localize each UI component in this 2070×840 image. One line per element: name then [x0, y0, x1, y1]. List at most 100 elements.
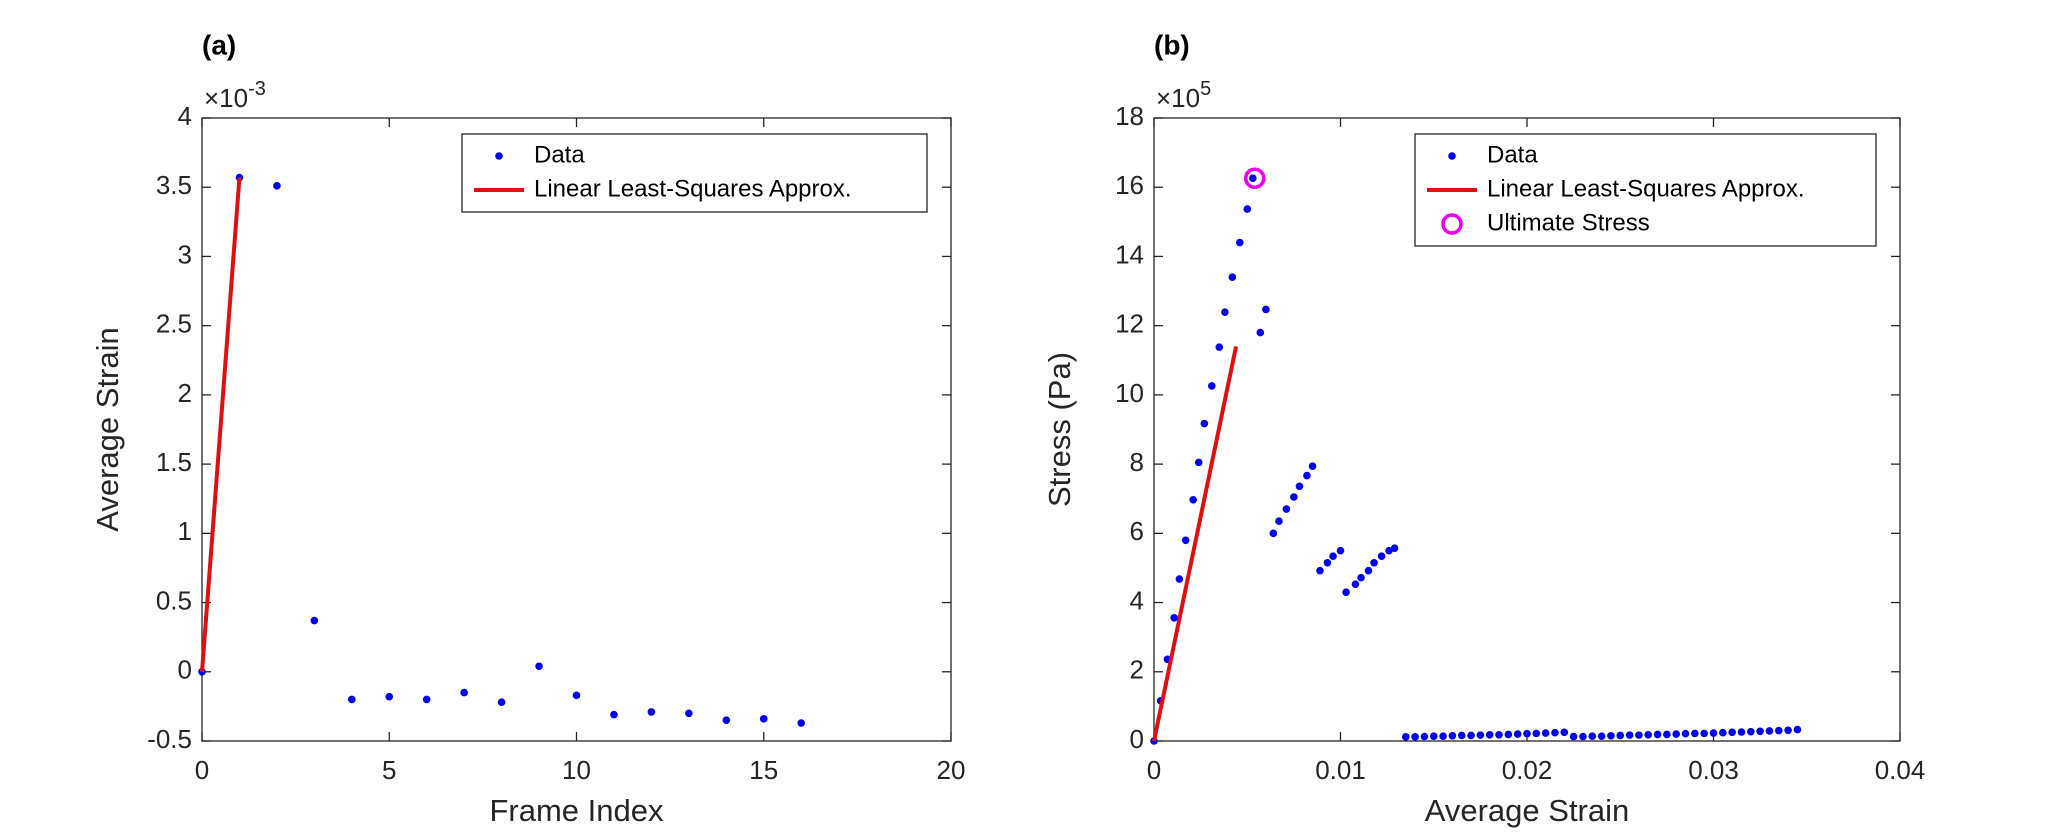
y-tick-label: 12 [1115, 309, 1144, 339]
data-point [1269, 529, 1278, 538]
data-point [1700, 729, 1708, 738]
data-point [1439, 732, 1447, 740]
data-point [497, 698, 506, 707]
y-tick-label: 0 [1130, 724, 1144, 754]
data-point [1429, 732, 1438, 740]
chart-title: (a) [202, 29, 236, 60]
data-point [1476, 731, 1485, 739]
y-tick-label: 3.5 [156, 170, 192, 200]
multiplier-exponent: 5 [1200, 78, 1211, 100]
y-tick-label: 2 [1130, 655, 1144, 685]
data-point [1370, 558, 1378, 567]
data-point [685, 709, 693, 718]
data-point [1316, 566, 1324, 575]
y-multiplier: ×105 [1156, 78, 1211, 113]
data-point [1249, 174, 1257, 183]
x-tick-label: 0 [1147, 755, 1161, 785]
data-point [1194, 458, 1203, 467]
data-point [1691, 729, 1699, 738]
data-point [797, 719, 805, 727]
y-axis-label: Stress (Pa) [1042, 352, 1077, 507]
data-point [310, 616, 319, 625]
data-point [1364, 566, 1373, 575]
multiplier-base: ×10 [1156, 83, 1200, 113]
data-point [1377, 552, 1386, 560]
data-point [722, 716, 731, 725]
data-point [1235, 238, 1244, 247]
x-tick-label: 20 [937, 755, 966, 785]
data-point [1390, 544, 1399, 553]
data-point [1467, 731, 1475, 740]
data-point [1513, 730, 1522, 738]
y-tick-label: 8 [1130, 447, 1144, 477]
legend-box [461, 133, 928, 213]
y-tick-label: 6 [1130, 516, 1144, 546]
data-point [572, 691, 581, 700]
data-point [1215, 343, 1224, 351]
data-point [1189, 495, 1197, 504]
legend-label: Linear Least-Squares Approx. [534, 175, 852, 202]
data-point [1262, 305, 1270, 314]
data-point [1625, 731, 1634, 739]
data-point [1597, 732, 1606, 740]
data-point [1351, 580, 1360, 589]
x-tick-label: 0.01 [1315, 755, 1366, 785]
data-point [460, 688, 468, 697]
data-point [1303, 471, 1311, 480]
data-point [1793, 725, 1802, 734]
y-tick-label: 4 [1130, 585, 1144, 615]
data-point [1607, 732, 1615, 740]
data-point [1774, 726, 1783, 735]
data-point [1635, 731, 1643, 739]
data-point [1329, 552, 1337, 560]
data-point [1560, 728, 1569, 737]
data-point [1401, 733, 1410, 741]
data-point [1228, 273, 1237, 282]
legend-label: Data [1487, 141, 1538, 168]
y-tick-label: 3 [178, 239, 192, 269]
multiplier-base: ×10 [204, 83, 248, 113]
data-point [1523, 729, 1531, 738]
y-tick-label: 1 [178, 516, 192, 546]
legend-marker [1441, 213, 1463, 235]
data-point [535, 662, 543, 671]
x-tick-label: 0.04 [1875, 755, 1926, 785]
y-tick-label: -0.5 [147, 724, 192, 754]
data-point [1420, 732, 1429, 741]
data-point [1170, 613, 1178, 622]
data-point [1485, 730, 1494, 739]
data-point [1588, 732, 1597, 740]
y-tick-label: 1.5 [156, 447, 192, 477]
y-tick-label: 18 [1115, 101, 1144, 131]
x-axis-label: Frame Index [489, 793, 664, 828]
chart-title: (b) [1154, 29, 1190, 60]
data-point [1357, 573, 1365, 582]
y-tick-label: 0.5 [156, 585, 192, 615]
data-point [1579, 732, 1587, 741]
data-point [1243, 205, 1252, 213]
legend-marker [495, 152, 503, 160]
x-tick-label: 5 [382, 755, 396, 785]
data-point [1295, 482, 1304, 491]
data-point [1569, 732, 1578, 741]
fit-line [200, 177, 242, 672]
data-point [1737, 728, 1746, 736]
data-point [1532, 729, 1541, 738]
data-point [1457, 731, 1466, 740]
x-tick-label: 15 [749, 755, 778, 785]
legend-marker [1448, 152, 1456, 160]
data-point [1756, 727, 1764, 736]
data-point [1256, 328, 1265, 337]
data-point [1200, 419, 1209, 428]
data-point [759, 715, 768, 723]
data-point [1175, 575, 1184, 583]
y-tick-label: 2 [178, 378, 192, 408]
data-point [1681, 729, 1690, 738]
data-point [1784, 726, 1792, 735]
plot-area [201, 117, 952, 742]
data-point [273, 182, 281, 190]
legend-label: Data [534, 141, 585, 168]
data-point [1747, 727, 1755, 736]
data-point [1653, 730, 1662, 739]
legend-box [1414, 133, 1877, 247]
